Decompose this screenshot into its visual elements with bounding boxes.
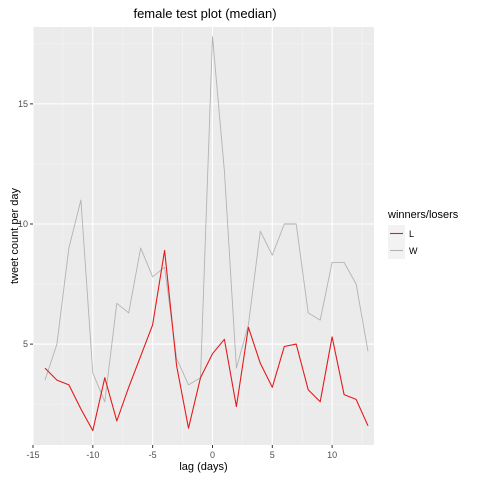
legend-label-L: L [409,229,414,239]
x-axis-ticks: -15 -10 -5 0 5 10 [26,445,337,460]
y-tick-label: 15 [18,99,28,109]
series-line-L [44,249,369,432]
chart-title: female test plot (median) [133,6,276,21]
series-lines [44,36,369,432]
x-tick-label: 0 [210,450,215,460]
x-tick-label: -10 [86,450,99,460]
y-axis-ticks: 5 10 15 [18,99,33,349]
legend-label-W: W [409,246,418,256]
x-tick-label: -15 [26,450,39,460]
grid-minor [33,27,374,445]
x-tick-label: 10 [327,450,337,460]
legend: winners/losers LW [387,209,459,259]
legend-title: winners/losers [387,209,459,221]
x-axis-title: lag (days) [179,461,227,473]
x-tick-label: 5 [270,450,275,460]
series-line-W [44,36,369,403]
x-tick-label: -5 [149,450,157,460]
plot-panel [33,27,374,445]
y-axis-title: tweet count per day [9,188,21,285]
y-tick-label: 10 [18,219,28,229]
y-tick-label: 5 [23,339,28,349]
grid-major [32,27,374,445]
